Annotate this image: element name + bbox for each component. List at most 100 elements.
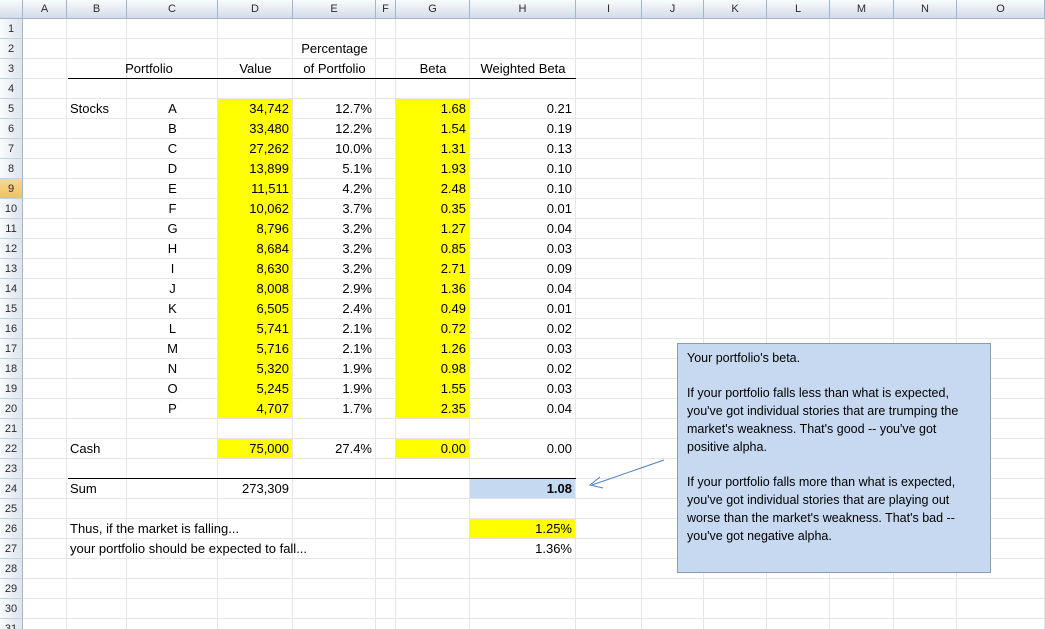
column-header-c[interactable]: C [127, 0, 218, 19]
row-header-2[interactable]: 2 [0, 39, 23, 59]
row-header-17[interactable]: 17 [0, 339, 23, 359]
row-header-27[interactable]: 27 [0, 539, 23, 559]
header-of-portfolio[interactable]: of Portfolio [303, 61, 366, 76]
row-header-26[interactable]: 26 [0, 519, 23, 539]
select-all-corner[interactable] [0, 0, 23, 19]
sum-value[interactable]: 273,309 [242, 481, 289, 496]
stock-value[interactable]: 5,716 [256, 341, 289, 356]
stock-beta[interactable]: 1.26 [440, 341, 466, 356]
stock-name[interactable]: J [169, 281, 176, 296]
stock-beta[interactable]: 1.93 [440, 161, 466, 176]
stock-value[interactable]: 8,796 [256, 221, 289, 236]
stock-name[interactable]: M [167, 341, 178, 356]
stock-percentage[interactable]: 1.9% [342, 381, 372, 396]
stock-weighted-beta[interactable]: 0.03 [546, 241, 572, 256]
stock-name[interactable]: F [168, 201, 177, 216]
stock-percentage[interactable]: 12.2% [335, 121, 372, 136]
stock-value[interactable]: 6,505 [256, 301, 289, 316]
stock-percentage[interactable]: 4.2% [342, 181, 372, 196]
stock-name[interactable]: G [167, 221, 178, 236]
stock-name[interactable]: D [167, 161, 178, 176]
stock-value[interactable]: 5,320 [256, 361, 289, 376]
header-beta[interactable]: Beta [419, 61, 447, 76]
row-header-31[interactable]: 31 [0, 619, 23, 629]
row-header-10[interactable]: 10 [0, 199, 23, 219]
row-header-4[interactable]: 4 [0, 79, 23, 99]
row-header-1[interactable]: 1 [0, 19, 23, 39]
stock-weighted-beta[interactable]: 0.13 [546, 141, 572, 156]
stock-percentage[interactable]: 3.2% [342, 221, 372, 236]
stock-name[interactable]: E [168, 181, 177, 196]
column-header-j[interactable]: J [642, 0, 704, 19]
column-header-e[interactable]: E [293, 0, 376, 19]
market-falling-label[interactable]: Thus, if the market is falling... [70, 521, 240, 536]
column-header-b[interactable]: B [67, 0, 127, 19]
row-header-29[interactable]: 29 [0, 579, 23, 599]
row-header-16[interactable]: 16 [0, 319, 23, 339]
stock-weighted-beta[interactable]: 0.10 [546, 161, 572, 176]
header-portfolio[interactable]: Portfolio [125, 61, 173, 76]
column-header-h[interactable]: H [470, 0, 576, 19]
stock-weighted-beta[interactable]: 0.03 [546, 381, 572, 396]
cash-weighted-beta[interactable]: 0.00 [546, 441, 572, 456]
stock-name[interactable]: A [168, 101, 177, 116]
header-percentage[interactable]: Percentage [301, 41, 368, 56]
stocks-label[interactable]: Stocks [70, 101, 110, 116]
row-header-18[interactable]: 18 [0, 359, 23, 379]
row-header-30[interactable]: 30 [0, 599, 23, 619]
column-header-n[interactable]: N [894, 0, 957, 19]
row-header-21[interactable]: 21 [0, 419, 23, 439]
stock-percentage[interactable]: 1.9% [342, 361, 372, 376]
stock-weighted-beta[interactable]: 0.10 [546, 181, 572, 196]
stock-percentage[interactable]: 3.2% [342, 261, 372, 276]
stock-beta[interactable]: 0.98 [440, 361, 466, 376]
stock-beta[interactable]: 1.31 [440, 141, 466, 156]
market-falling-value[interactable]: 1.25% [535, 521, 572, 536]
sum-weighted-beta[interactable]: 1.08 [546, 481, 572, 496]
row-header-22[interactable]: 22 [0, 439, 23, 459]
stock-value[interactable]: 8,684 [256, 241, 289, 256]
column-header-a[interactable]: A [23, 0, 67, 19]
stock-percentage[interactable]: 2.9% [342, 281, 372, 296]
stock-value[interactable]: 11,511 [251, 181, 289, 196]
row-header-28[interactable]: 28 [0, 559, 23, 579]
row-header-13[interactable]: 13 [0, 259, 23, 279]
stock-beta[interactable]: 1.27 [440, 221, 466, 236]
row-header-14[interactable]: 14 [0, 279, 23, 299]
stock-percentage[interactable]: 12.7% [335, 101, 372, 116]
stock-name[interactable]: H [167, 241, 178, 256]
stock-weighted-beta[interactable]: 0.21 [546, 101, 572, 116]
stock-beta[interactable]: 2.35 [440, 401, 466, 416]
stock-weighted-beta[interactable]: 0.01 [546, 301, 572, 316]
column-header-k[interactable]: K [704, 0, 767, 19]
stock-percentage[interactable]: 10.0% [335, 141, 372, 156]
stock-percentage[interactable]: 2.1% [342, 321, 372, 336]
stock-beta[interactable]: 1.54 [440, 121, 466, 136]
stock-weighted-beta[interactable]: 0.19 [546, 121, 572, 136]
stock-weighted-beta[interactable]: 0.04 [546, 281, 572, 296]
row-header-11[interactable]: 11 [0, 219, 23, 239]
stock-name[interactable]: B [168, 121, 177, 136]
stock-weighted-beta[interactable]: 0.02 [546, 321, 572, 336]
cash-label[interactable]: Cash [70, 441, 101, 456]
cash-value[interactable]: 75,000 [249, 441, 289, 456]
column-header-d[interactable]: D [218, 0, 293, 19]
stock-beta[interactable]: 0.85 [440, 241, 466, 256]
row-header-12[interactable]: 12 [0, 239, 23, 259]
stock-percentage[interactable]: 1.7% [342, 401, 372, 416]
stock-value[interactable]: 5,245 [256, 381, 289, 396]
stock-value[interactable]: 8,008 [256, 281, 289, 296]
row-header-9[interactable]: 9 [0, 179, 23, 199]
column-header-f[interactable]: F [376, 0, 396, 19]
stock-weighted-beta[interactable]: 0.04 [546, 221, 572, 236]
column-header-g[interactable]: G [396, 0, 470, 19]
stock-weighted-beta[interactable]: 0.09 [546, 261, 572, 276]
portfolio-fall-label[interactable]: your portfolio should be expected to fal… [70, 541, 308, 556]
stock-value[interactable]: 34,742 [249, 101, 289, 116]
stock-name[interactable]: K [168, 301, 177, 316]
portfolio-fall-value[interactable]: 1.36% [535, 541, 572, 556]
row-header-5[interactable]: 5 [0, 99, 23, 119]
stock-percentage[interactable]: 3.7% [342, 201, 372, 216]
column-header-l[interactable]: L [767, 0, 830, 19]
